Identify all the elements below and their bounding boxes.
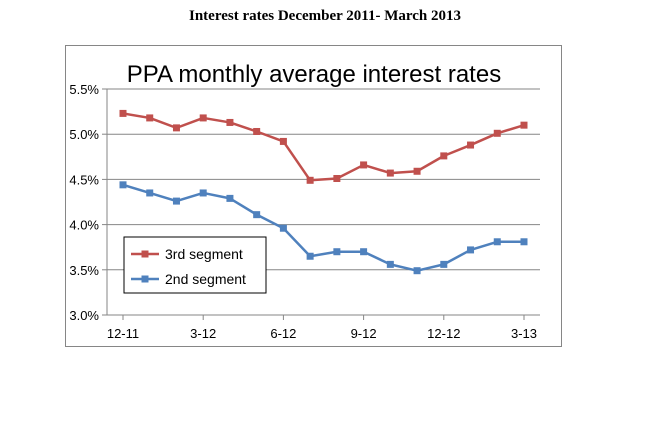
y-tick-label: 4.0% (69, 218, 99, 233)
data-point (440, 152, 448, 160)
x-tick-label: 9-12 (351, 326, 377, 341)
data-point (226, 194, 234, 202)
data-point (493, 238, 501, 246)
data-point (440, 260, 448, 268)
data-point (520, 238, 528, 246)
legend-swatch-marker (141, 275, 149, 283)
data-point (226, 118, 234, 126)
data-point (413, 167, 421, 175)
data-point (146, 189, 154, 197)
data-point (172, 124, 180, 132)
y-tick-label: 4.5% (69, 172, 99, 187)
legend-box (123, 236, 267, 294)
data-point (253, 211, 261, 219)
data-point (199, 114, 207, 122)
data-point (360, 248, 368, 256)
x-tick-label: 6-12 (270, 326, 296, 341)
data-point (306, 252, 314, 260)
data-point (199, 189, 207, 197)
page-caption: Interest rates December 2011- March 2013 (188, 8, 461, 24)
data-point (386, 260, 394, 268)
data-point (146, 114, 154, 122)
series-2 (119, 181, 528, 275)
data-point (279, 137, 287, 145)
data-point (333, 248, 341, 256)
data-point (306, 176, 314, 184)
series-line (122, 112, 525, 182)
data-point (493, 129, 501, 137)
legend-label: 2nd segment (165, 271, 246, 287)
data-point (386, 169, 394, 177)
data-point (413, 267, 421, 275)
series-1 (119, 109, 528, 184)
chart-title: PPA monthly average interest rates (127, 61, 501, 88)
axes (102, 88, 540, 320)
data-point (333, 174, 341, 182)
data-point (467, 246, 475, 254)
y-axis-tick-labels: 3.0% 3.5% 4.0% 4.5% 5.0% 5.5% (69, 82, 99, 323)
y-tick-label: 3.5% (69, 263, 99, 278)
data-point (119, 109, 127, 117)
x-tick-label: 12-11 (107, 326, 139, 341)
series-line (122, 183, 524, 272)
x-axis-tick-labels: 12-11 3-12 6-12 9-12 12-12 3-13 (107, 326, 537, 341)
data-point (467, 141, 475, 149)
data-point (520, 121, 528, 129)
x-tick-label: 3-13 (511, 326, 537, 341)
data-point (172, 197, 180, 205)
data-point (119, 181, 127, 189)
x-tick-label: 3-12 (190, 326, 216, 341)
y-tick-label: 5.0% (69, 127, 99, 142)
y-tick-label: 5.5% (69, 82, 99, 97)
data-point (253, 127, 261, 135)
legend-label: 3rd segment (165, 246, 243, 262)
y-tick-label: 3.0% (69, 308, 99, 323)
series-layer (119, 109, 528, 275)
data-point (279, 224, 287, 232)
data-point (360, 161, 368, 169)
x-tick-label: 12-12 (427, 326, 460, 341)
legend: 3rd segment 2nd segment (123, 236, 267, 294)
legend-swatch-marker (141, 250, 149, 258)
